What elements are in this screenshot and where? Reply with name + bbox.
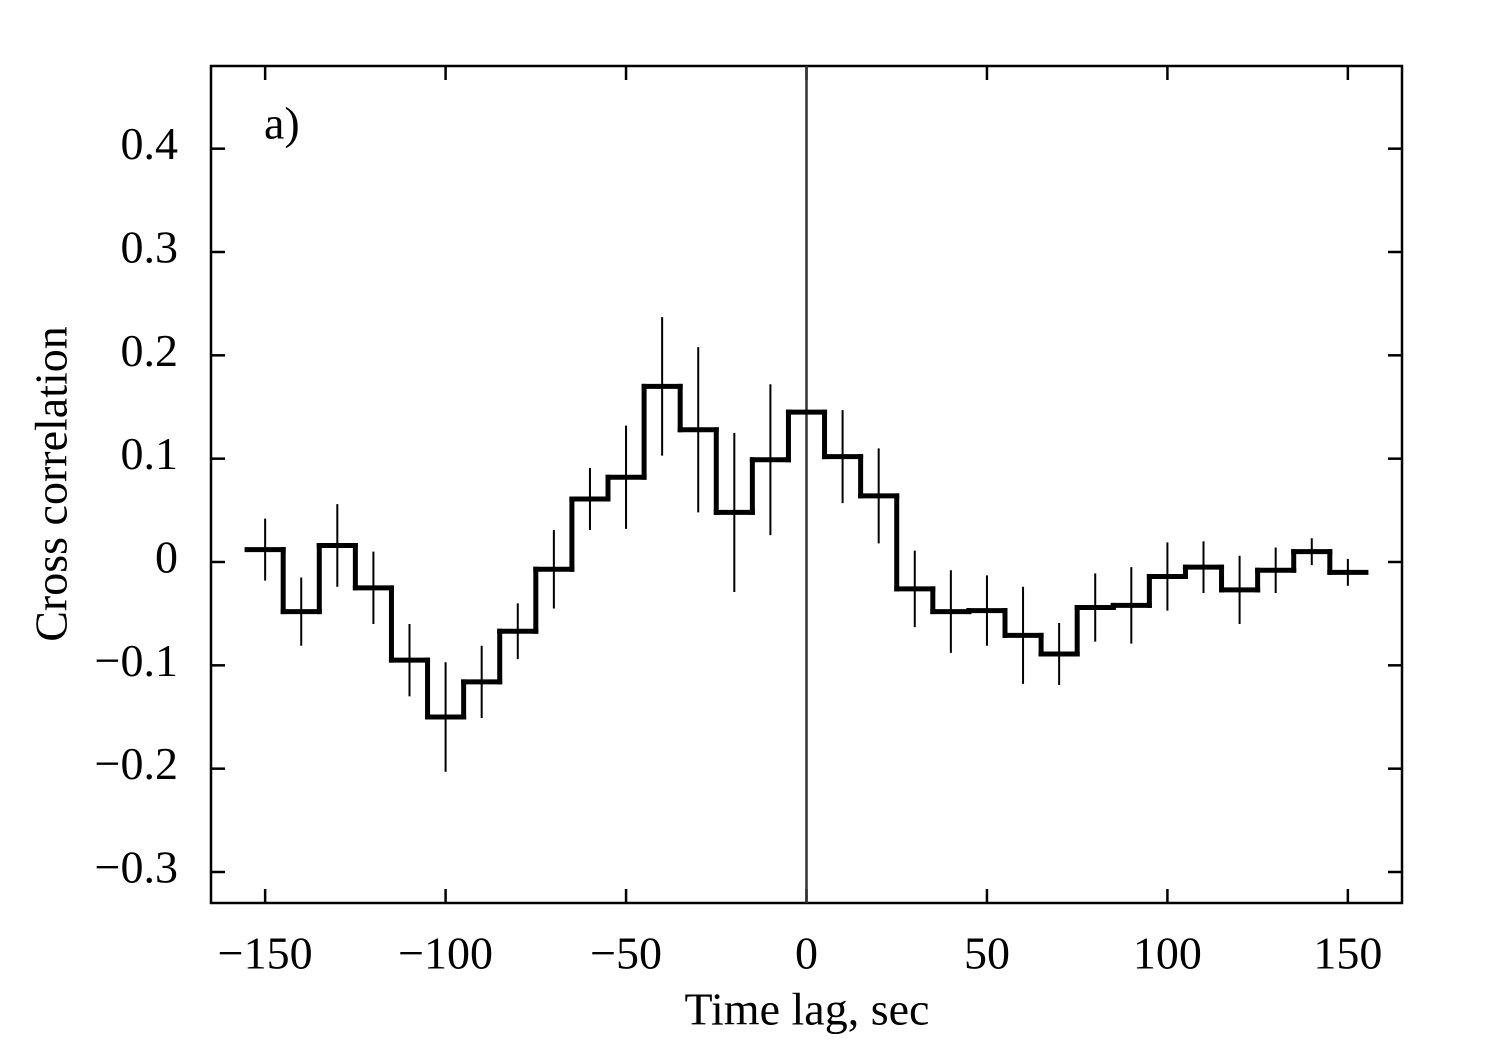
x-axis-label: Time lag, sec: [685, 984, 930, 1035]
y-tick-label: 0.1: [121, 428, 179, 479]
x-tick-label: 150: [1313, 928, 1382, 979]
x-tick-label: −50: [590, 928, 662, 979]
y-tick-label: 0.2: [121, 325, 179, 376]
y-tick-label: −0.1: [95, 635, 178, 686]
y-axis-label: Cross correlation: [26, 326, 77, 642]
x-tick-label: −150: [218, 928, 313, 979]
y-tick-label: −0.2: [95, 738, 178, 789]
x-tick-label: 100: [1133, 928, 1202, 979]
y-tick-label: 0: [155, 532, 178, 583]
panel-label: a): [264, 98, 300, 149]
y-tick-label: −0.3: [95, 842, 178, 893]
x-tick-label: 0: [795, 928, 818, 979]
x-tick-label: 50: [964, 928, 1010, 979]
y-tick-label: 0.4: [121, 118, 179, 169]
y-tick-label: 0.3: [121, 222, 179, 273]
x-tick-label: −100: [398, 928, 493, 979]
